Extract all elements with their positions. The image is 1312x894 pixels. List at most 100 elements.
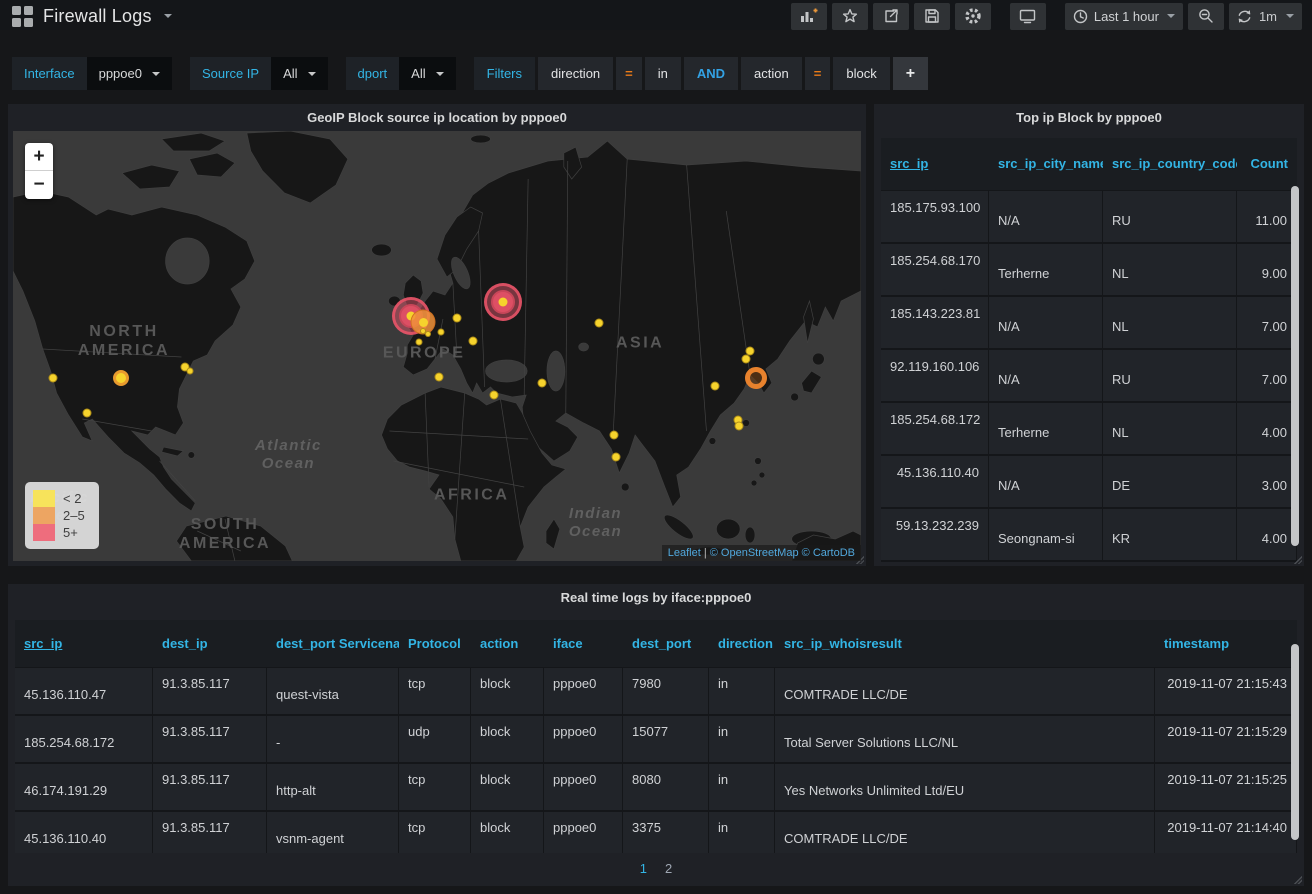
chevron-down-icon xyxy=(435,71,444,76)
table-cell: NL xyxy=(1103,403,1237,456)
chevron-down-icon xyxy=(1166,14,1175,18)
column-header-iface[interactable]: iface xyxy=(544,620,623,668)
cycle-view-button[interactable] xyxy=(1009,2,1046,30)
table-cell: 185.175.93.100 xyxy=(881,191,989,244)
share-button[interactable] xyxy=(872,2,909,30)
submenu-filter-row: Interface pppoe0 Source IP All dport All… xyxy=(0,30,1312,90)
column-header-dest-ip[interactable]: dest_ip xyxy=(153,620,267,668)
table-cell: block xyxy=(471,716,544,764)
filter-segment-block[interactable]: block xyxy=(833,57,890,90)
column-header-dest-port[interactable]: dest_port xyxy=(623,620,709,668)
refresh-icon xyxy=(1238,9,1251,23)
table-cell: Total Server Solutions LLC/NL xyxy=(775,716,1155,764)
filter-segment-action[interactable]: action xyxy=(741,57,802,90)
leaflet-link[interactable]: Leaflet xyxy=(667,547,701,559)
top-ip-table-body: 185.175.93.100 N/A RU 11.00 185.254.68.170 Te… xyxy=(881,191,1297,562)
top-ip-table: src_ip src_ip_city_name src_ip_country_cod… xyxy=(881,138,1297,562)
table-cell: DE xyxy=(1103,456,1237,509)
map-zoom-in-button[interactable]: + xyxy=(25,143,53,171)
openstreetmap-link[interactable]: © OpenStreetMap xyxy=(709,547,799,559)
star-button[interactable] xyxy=(831,2,868,30)
settings-button[interactable] xyxy=(954,2,991,30)
map-marker[interactable] xyxy=(745,346,755,356)
map-marker[interactable] xyxy=(452,313,462,323)
column-header-src-ip-city-name[interactable]: src_ip_city_name xyxy=(989,138,1103,191)
column-header-protocol[interactable]: Protocol xyxy=(399,620,471,668)
table-cell: RU xyxy=(1103,191,1237,244)
column-header-src-ip-whoisresult[interactable]: src_ip_whoisresult xyxy=(775,620,1155,668)
table-cell: pppoe0 xyxy=(544,716,623,764)
map-marker[interactable] xyxy=(484,283,523,321)
column-header-src-ip[interactable]: src_ip xyxy=(15,620,153,668)
panel-title-top-ip[interactable]: Top ip Block by pppoe0 xyxy=(1016,109,1162,125)
map-marker[interactable] xyxy=(180,362,190,372)
top-ip-table-scrollbar[interactable] xyxy=(1291,186,1299,546)
table-cell: KR xyxy=(1103,509,1237,562)
table-cell: 7980 xyxy=(623,668,709,716)
map-marker[interactable] xyxy=(710,381,720,391)
map-marker[interactable] xyxy=(437,328,445,336)
zoom-out-button[interactable] xyxy=(1187,2,1224,30)
panel-title-realtime-logs[interactable]: Real time logs by iface:pppoe0 xyxy=(560,589,752,605)
map-marker[interactable] xyxy=(489,390,499,400)
table-cell: 91.3.85.117 xyxy=(153,668,267,716)
column-header-src-ip[interactable]: src_ip xyxy=(881,138,989,191)
variable-interface-value[interactable]: pppoe0 xyxy=(86,57,172,90)
filter-segment-=[interactable]: = xyxy=(616,57,642,90)
dashboard-title[interactable]: Firewall Logs xyxy=(43,5,152,26)
cartodb-link[interactable]: © CartoDB xyxy=(801,547,855,559)
refresh-picker[interactable]: 1m xyxy=(1228,2,1302,30)
save-button[interactable] xyxy=(913,2,950,30)
column-header-count[interactable]: Count xyxy=(1237,138,1297,191)
map-marker[interactable] xyxy=(82,408,92,418)
column-header-dest-port-servicename[interactable]: dest_port Servicename xyxy=(267,620,399,668)
monitor-icon xyxy=(1020,9,1036,21)
map-marker[interactable] xyxy=(744,367,767,389)
column-header-direction[interactable]: direction xyxy=(709,620,775,668)
table-cell: Terherne xyxy=(989,244,1103,297)
dashboard-grid-icon[interactable] xyxy=(12,5,33,27)
filter-segment-in[interactable]: in xyxy=(644,57,681,90)
column-header-src-ip-country-code[interactable]: src_ip_country_code xyxy=(1103,138,1237,191)
map-marker[interactable] xyxy=(112,370,129,386)
map-marker[interactable] xyxy=(537,378,547,388)
map-marker[interactable] xyxy=(741,354,751,364)
map-marker[interactable] xyxy=(425,331,432,337)
panel-resize-handle[interactable] xyxy=(1293,875,1302,884)
map-marker[interactable] xyxy=(609,430,619,440)
adhoc-filters: Filters direction = in AND action = block + xyxy=(473,57,929,90)
panel-resize-handle[interactable] xyxy=(1293,555,1302,564)
map-marker[interactable] xyxy=(186,367,194,375)
table-cell: pppoe0 xyxy=(544,764,623,812)
filter-segment-direction[interactable]: direction xyxy=(538,57,614,90)
time-range-picker[interactable]: Last 1 hour xyxy=(1064,2,1183,30)
map-marker[interactable] xyxy=(594,318,604,328)
map-marker[interactable] xyxy=(468,336,478,346)
table-cell: 91.3.85.117 xyxy=(153,812,267,853)
map-marker[interactable] xyxy=(415,338,423,346)
variable-dport-value[interactable]: All xyxy=(399,57,456,90)
map-zoom-out-button[interactable]: − xyxy=(33,174,45,195)
chevron-down-icon[interactable] xyxy=(163,14,172,18)
table-cell: 59.13.232.239 xyxy=(881,509,989,562)
map-marker[interactable] xyxy=(434,372,444,382)
variable-source-ip-value[interactable]: All xyxy=(271,57,328,90)
map-marker[interactable] xyxy=(734,421,744,431)
panel-title-geoip[interactable]: GeoIP Block source ip location by pppoe0 xyxy=(307,109,567,125)
add-filter-button[interactable]: + xyxy=(892,57,929,90)
map-marker[interactable] xyxy=(48,373,58,383)
add-panel-button[interactable] xyxy=(790,2,827,30)
column-header-timestamp[interactable]: timestamp xyxy=(1155,620,1297,668)
star-icon xyxy=(842,8,857,23)
world-map[interactable]: NORTH AMERICA SOUTH AMERICA EUROPE ASIA AFRICA… xyxy=(13,131,861,561)
realtime-logs-scrollbar[interactable] xyxy=(1291,644,1299,840)
filter-segment-=[interactable]: = xyxy=(804,57,831,90)
legend-swatch xyxy=(33,507,55,524)
page-number-1[interactable]: 1 xyxy=(639,861,647,876)
filter-segment-and[interactable]: AND xyxy=(683,57,739,90)
map-marker[interactable] xyxy=(611,452,621,462)
column-header-action[interactable]: action xyxy=(471,620,544,668)
page-number-2[interactable]: 2 xyxy=(665,861,673,876)
table-row: 45.136.110.40 N/A DE 3.00 xyxy=(881,456,1297,509)
table-cell: 2019-11-07 21:15:43 xyxy=(1155,668,1297,716)
